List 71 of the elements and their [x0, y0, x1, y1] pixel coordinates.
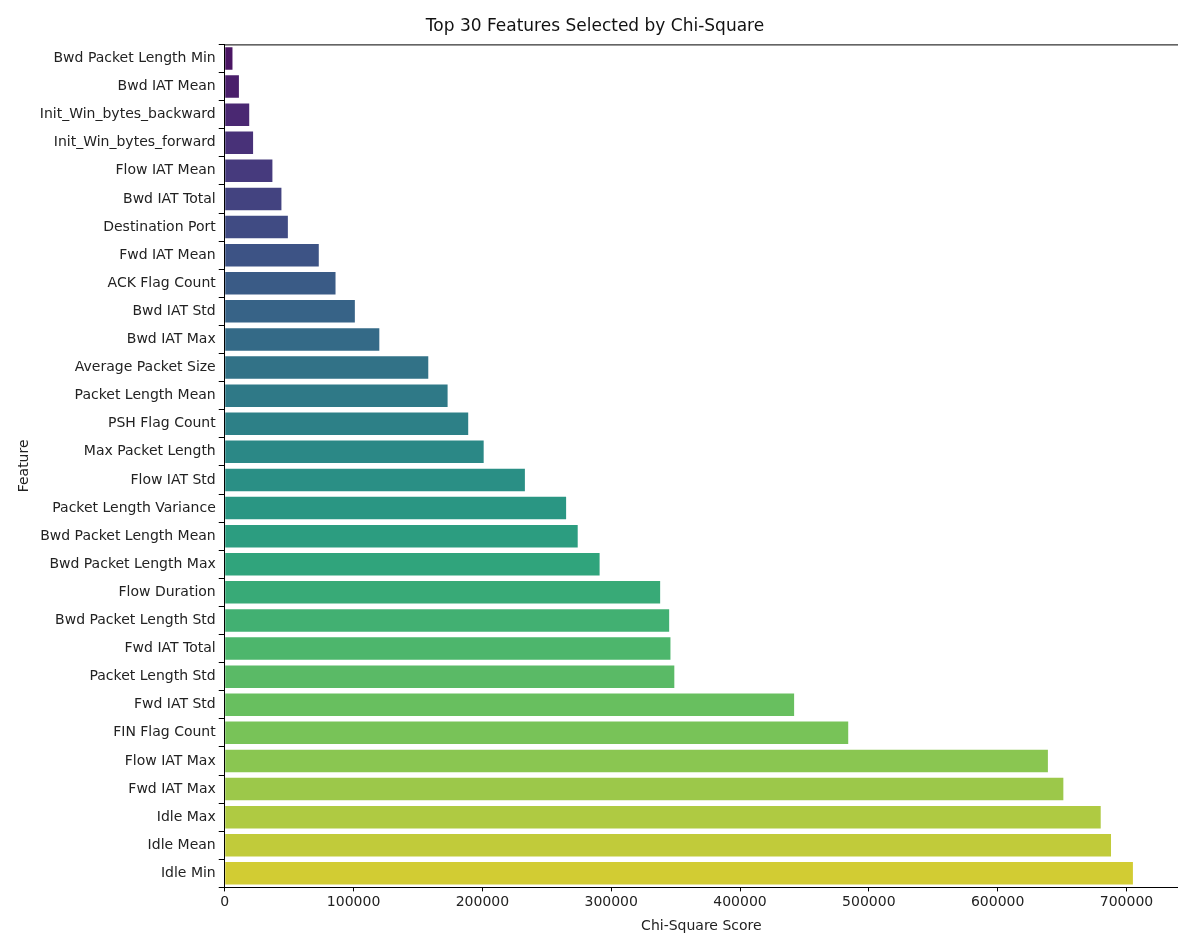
bar: [225, 609, 670, 632]
y-tick-label: Bwd Packet Length Mean: [40, 526, 216, 543]
y-tick-label: Flow Duration: [118, 582, 216, 599]
y-tick-label: Flow IAT Max: [124, 751, 216, 768]
y-tick-label: Bwd IAT Std: [132, 301, 216, 318]
bar: [225, 805, 1101, 829]
y-tick-label: Bwd IAT Total: [123, 189, 216, 206]
y-tick-label: Bwd Packet Length Max: [49, 554, 216, 571]
y-tick-label: PSH Flag Count: [107, 414, 217, 431]
x-tick-label: 200000: [455, 893, 510, 910]
y-tick-label: Packet Length Variance: [52, 498, 216, 515]
bar: [225, 131, 254, 154]
bar: [225, 328, 380, 351]
bar: [225, 440, 484, 464]
y-tick-label: ACK Flag Count: [107, 273, 217, 290]
x-tick-label: 600000: [970, 893, 1025, 910]
chart-title: Top 30 Features Selected by Chi-Square: [424, 14, 765, 35]
bar: [225, 637, 671, 660]
bar: [225, 665, 675, 688]
y-tick-label: Destination Port: [103, 217, 217, 234]
bar: [225, 412, 469, 435]
bar: [225, 103, 250, 126]
x-tick-label: 300000: [584, 893, 638, 910]
y-tick-label: Fwd IAT Max: [128, 779, 216, 796]
bar: [225, 384, 448, 407]
y-tick-label: Idle Mean: [147, 835, 216, 852]
y-tick-label: Max Packet Length: [83, 442, 216, 459]
bar: [225, 272, 336, 295]
bar: [225, 693, 795, 716]
y-tick-label: Flow IAT Std: [130, 470, 216, 487]
bar: [225, 721, 849, 745]
bar: [225, 159, 273, 183]
bar: [225, 47, 233, 70]
y-tick-label: Bwd Packet Length Std: [55, 611, 216, 628]
bar: [225, 862, 1133, 885]
bar: [225, 581, 661, 604]
bar: [225, 243, 319, 267]
bar: [225, 300, 355, 323]
bar: [225, 749, 1048, 773]
y-tick-label: Fwd IAT Std: [134, 695, 216, 712]
y-tick-label: Packet Length Mean: [74, 386, 216, 403]
y-axis-title: Feature: [15, 439, 32, 493]
y-tick-label: Init_Win_bytes_backward: [39, 105, 216, 122]
bar: [225, 468, 525, 492]
x-tick-label: 500000: [842, 893, 896, 910]
bar: [225, 553, 600, 576]
y-tick-label: Fwd IAT Total: [124, 639, 216, 656]
bar: [225, 215, 288, 239]
bar: [225, 356, 429, 379]
x-tick-label: 100000: [326, 893, 381, 910]
x-tick-label: 0: [220, 893, 230, 910]
y-tick-label: Bwd Packet Length Min: [53, 49, 216, 66]
x-tick-label: 400000: [713, 893, 767, 910]
y-tick-label: Average Packet Size: [74, 358, 216, 375]
y-tick-label: Flow IAT Mean: [115, 161, 216, 178]
y-tick-label: FIN Flag Count: [113, 723, 217, 740]
bar: [225, 187, 282, 211]
x-axis-title: Chi-Square Score: [641, 917, 762, 934]
y-tick-label: Fwd IAT Mean: [119, 245, 216, 262]
y-tick-label: Bwd IAT Mean: [117, 77, 216, 94]
bar: [225, 834, 1112, 857]
y-tick-label: Bwd IAT Max: [126, 330, 216, 347]
y-tick-label: Init_Win_bytes_forward: [53, 133, 216, 150]
bar: [225, 496, 567, 520]
bar: [225, 524, 578, 548]
y-tick-label: Idle Min: [160, 863, 216, 880]
bar: [225, 75, 239, 98]
y-tick-label: Packet Length Std: [89, 667, 216, 684]
x-tick-label: 700000: [1099, 893, 1154, 910]
y-tick-label: Idle Max: [156, 807, 216, 824]
bar: [225, 777, 1064, 801]
